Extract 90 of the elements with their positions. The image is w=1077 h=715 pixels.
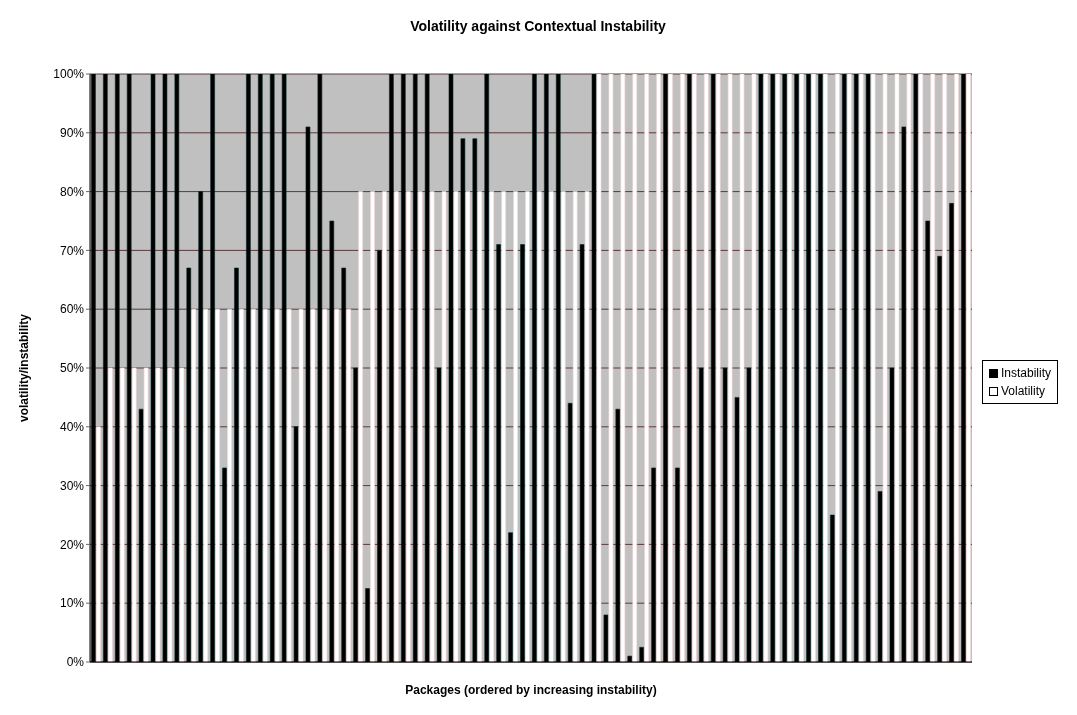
bar xyxy=(334,308,340,662)
bar xyxy=(203,308,208,662)
bar xyxy=(775,74,781,662)
bar xyxy=(608,74,614,662)
legend-label: Volatility xyxy=(1000,383,1045,400)
chart-title: Volatility against Contextual Instability xyxy=(409,17,667,36)
bar xyxy=(513,191,518,662)
bar xyxy=(906,74,912,662)
bar xyxy=(215,308,220,662)
y-tick-label: 60% xyxy=(59,302,85,317)
y-tick-label: 80% xyxy=(59,184,85,199)
bar xyxy=(382,191,387,662)
bar xyxy=(692,74,697,662)
bar xyxy=(942,74,947,662)
bar xyxy=(143,367,149,662)
bar xyxy=(918,74,924,662)
legend-label: Instability xyxy=(1000,365,1051,382)
bar xyxy=(882,74,888,662)
bar xyxy=(501,191,506,662)
bar xyxy=(477,191,483,662)
y-tick-label: 10% xyxy=(59,596,85,611)
bar xyxy=(262,308,268,662)
bar xyxy=(96,426,101,662)
bar xyxy=(954,74,959,662)
bar xyxy=(835,74,840,662)
bar xyxy=(560,191,566,662)
bar xyxy=(715,74,721,662)
y-tick-label: 30% xyxy=(59,478,85,493)
bar xyxy=(632,74,638,662)
bar xyxy=(668,74,673,662)
bar xyxy=(310,308,316,662)
bar xyxy=(131,367,137,662)
bar xyxy=(811,74,816,662)
bar xyxy=(394,191,399,662)
x-axis-title: Packages (ordered by increasing instability) xyxy=(405,683,657,697)
bar xyxy=(167,367,173,662)
bar xyxy=(322,308,328,662)
bar xyxy=(417,191,423,662)
y-tick-label: 90% xyxy=(59,126,85,141)
bar xyxy=(739,74,745,662)
bar xyxy=(763,74,769,662)
bar xyxy=(894,74,900,662)
bar xyxy=(549,191,554,662)
bar xyxy=(858,74,864,662)
bar xyxy=(227,308,232,662)
y-axis-title: volatility/instability xyxy=(17,313,32,423)
bar xyxy=(406,191,411,662)
bar xyxy=(799,74,804,662)
bar xyxy=(191,308,197,662)
bar xyxy=(572,191,578,662)
bar xyxy=(870,74,876,662)
bar xyxy=(465,191,471,662)
bar xyxy=(656,74,661,662)
bar xyxy=(727,74,733,662)
y-tick-label: 50% xyxy=(59,361,85,376)
bar xyxy=(751,74,757,662)
bar xyxy=(108,367,113,662)
bar xyxy=(966,74,971,662)
bar xyxy=(596,74,602,662)
bar xyxy=(441,191,447,662)
y-tick-label: 70% xyxy=(59,243,85,258)
bar xyxy=(429,191,435,662)
bar xyxy=(286,308,292,662)
bar xyxy=(847,74,852,662)
bar xyxy=(274,308,280,662)
bar xyxy=(584,191,590,662)
bar xyxy=(358,191,363,662)
bar xyxy=(525,191,530,662)
bar xyxy=(703,74,709,662)
bar xyxy=(179,367,185,662)
bar xyxy=(644,74,649,662)
bar xyxy=(155,367,161,662)
bar xyxy=(119,367,125,662)
bar xyxy=(489,191,495,662)
bar xyxy=(453,191,459,662)
bar xyxy=(346,308,352,662)
bar xyxy=(787,74,792,662)
bar xyxy=(251,308,256,662)
bar xyxy=(680,74,685,662)
bar xyxy=(370,191,375,662)
y-tick-label: 20% xyxy=(59,537,85,552)
bar xyxy=(537,191,542,662)
y-tick-label: 0% xyxy=(66,655,85,670)
y-tick-label: 40% xyxy=(59,420,85,435)
bar xyxy=(298,308,304,662)
bar xyxy=(620,74,626,662)
bar xyxy=(930,74,936,662)
y-tick-label: 100% xyxy=(53,67,85,82)
bar xyxy=(239,308,244,662)
bar xyxy=(823,74,828,662)
